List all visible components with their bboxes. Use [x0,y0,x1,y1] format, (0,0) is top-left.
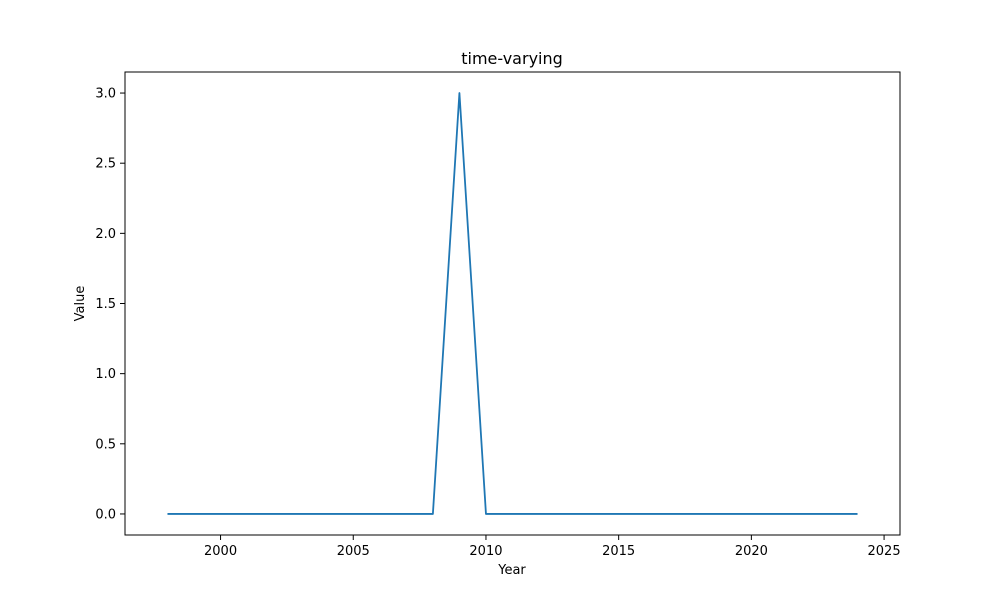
y-tick-label: 3.0 [95,87,116,102]
series-line [167,92,858,515]
x-axis-label: Year [497,563,526,578]
x-tick-label: 2025 [868,544,901,559]
y-axis-ticks: 0.0 0.5 1.0 1.5 2.0 2.5 3.0 [95,87,125,522]
y-tick-label: 1.5 [95,297,116,312]
y-tick-label: 2.0 [95,227,116,242]
series-layer [167,92,858,515]
x-axis-ticks: 2000 2005 2010 2015 2020 2025 [204,535,901,559]
y-tick-label: 0.5 [95,437,116,452]
y-tick-label: 0.0 [95,507,116,522]
x-tick-label: 2000 [204,544,237,559]
x-tick-label: 2005 [337,544,370,559]
y-tick-label: 2.5 [95,157,116,172]
x-tick-label: 2010 [469,544,502,559]
y-axis-label: Value [73,286,88,322]
x-tick-label: 2020 [735,544,768,559]
x-tick-label: 2015 [602,544,635,559]
y-tick-label: 1.0 [95,367,116,382]
chart-title: time-varying [461,49,563,68]
